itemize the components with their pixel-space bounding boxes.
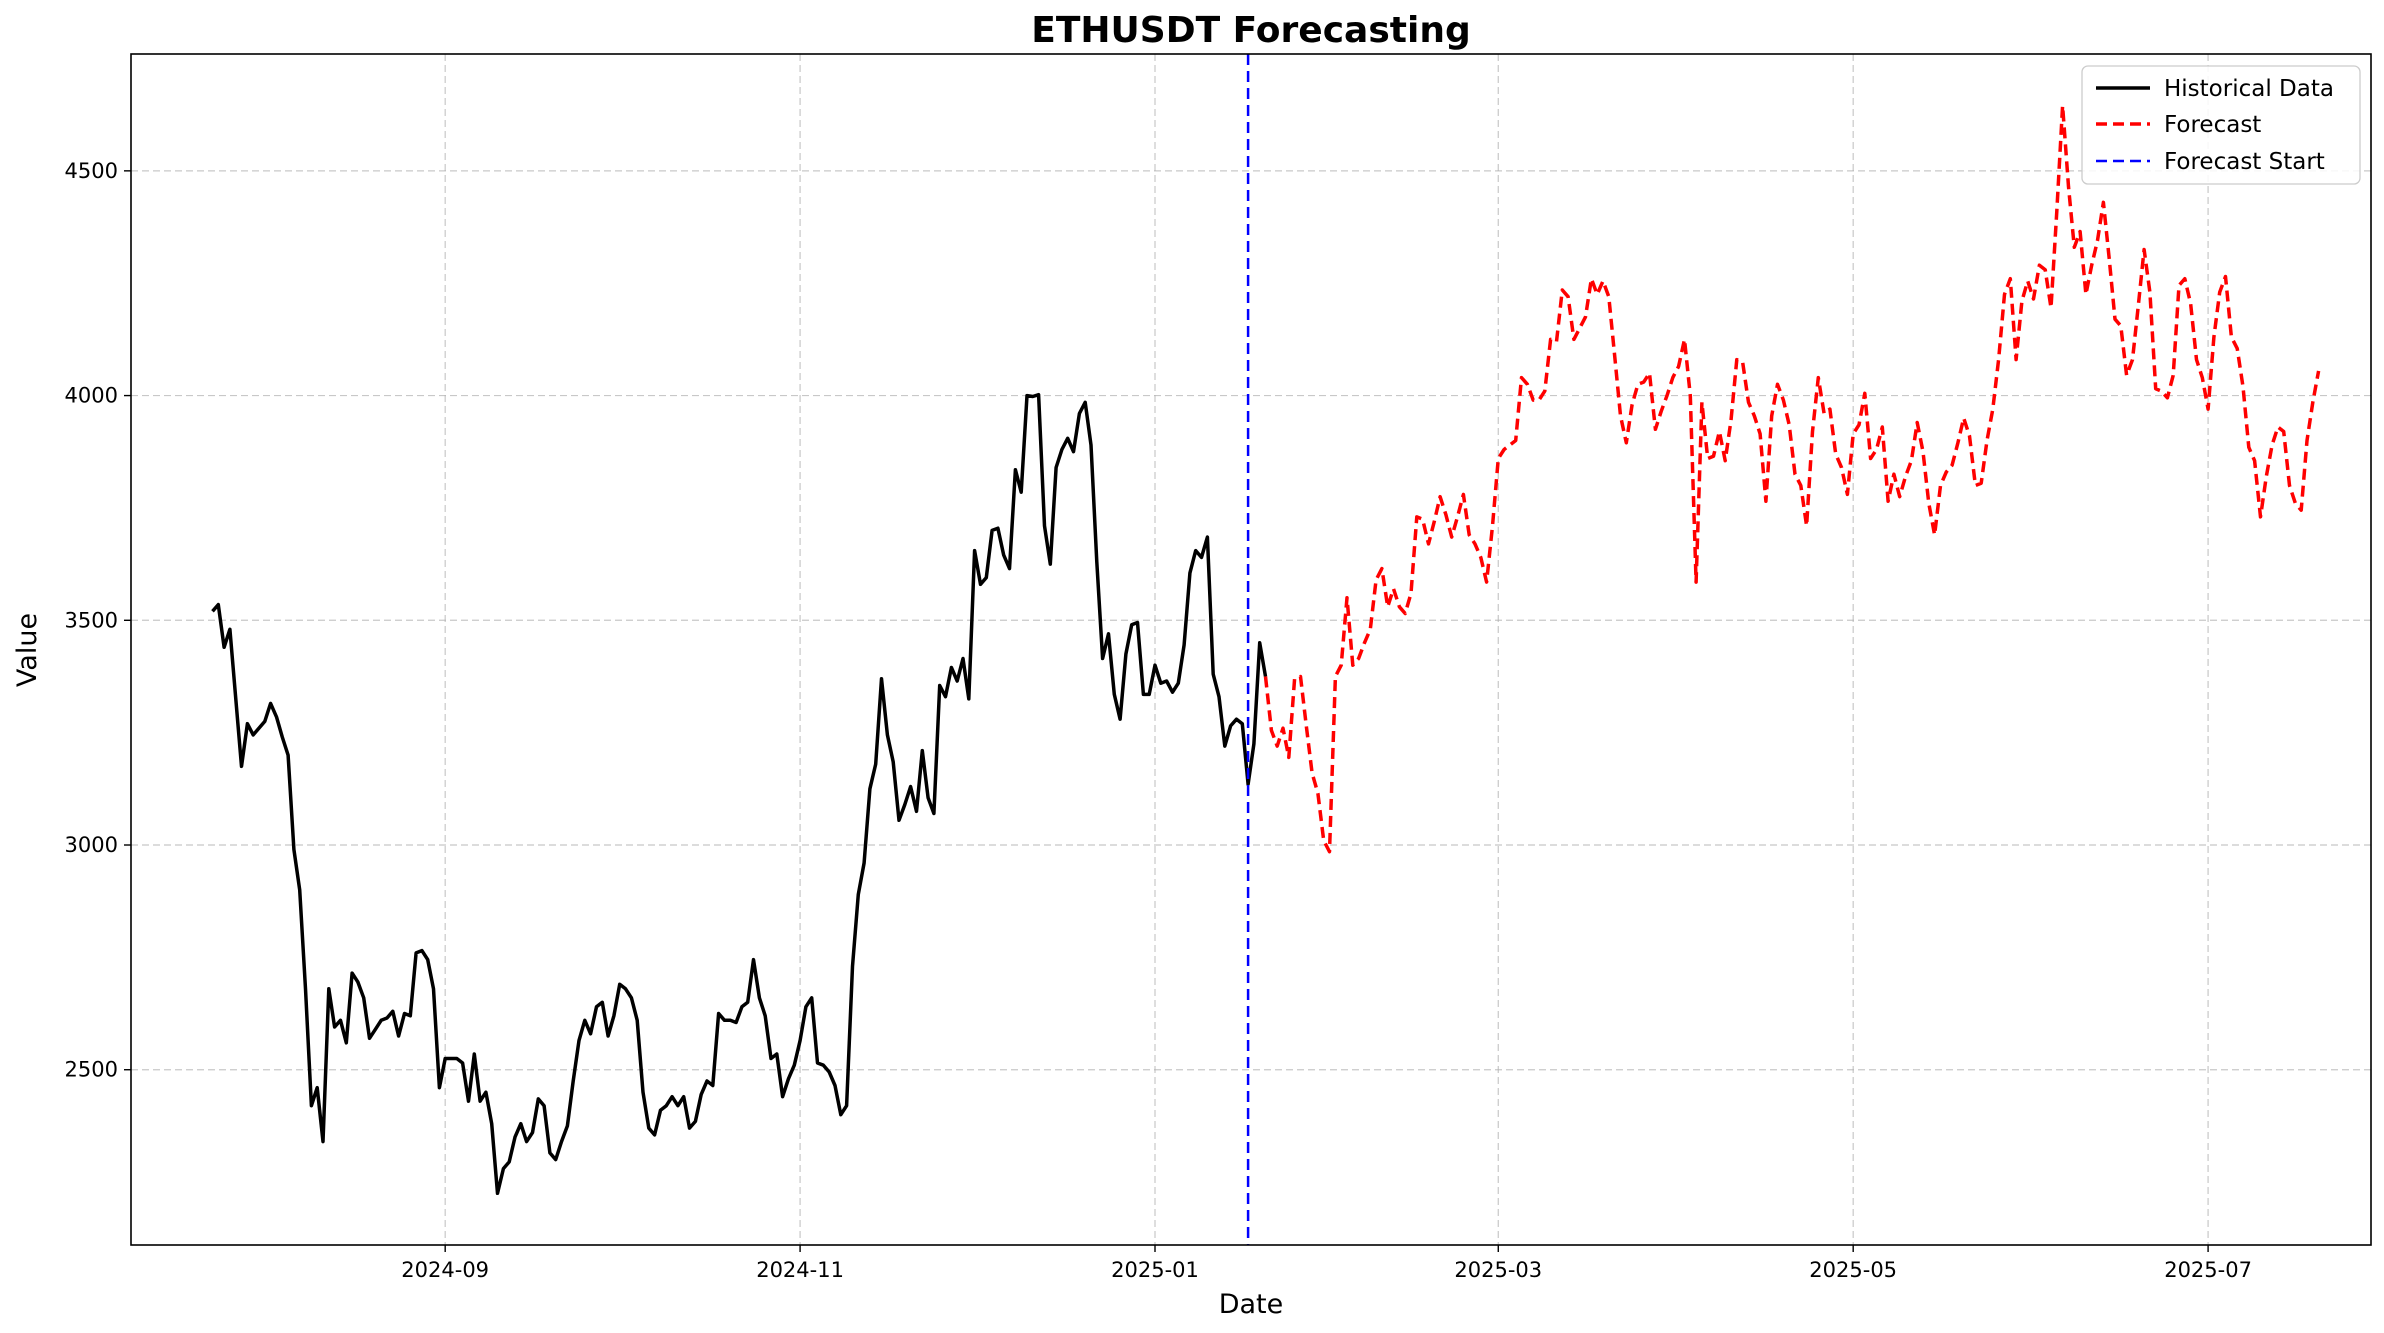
legend: Historical Data Forecast Forecast Start	[2081, 65, 2361, 185]
forecast-line	[1263, 103, 2321, 854]
series-layer	[211, 54, 2321, 1245]
y-tick-label: 4500	[65, 159, 118, 183]
x-tick-label: 2024-09	[401, 1258, 489, 1282]
x-tick-label: 2025-07	[2164, 1258, 2252, 1282]
x-axis-label: Date	[1219, 1289, 1284, 1320]
y-axis-label: Value	[12, 613, 43, 687]
legend-label-historical: Historical Data	[2164, 76, 2334, 102]
historical-data-line	[211, 392, 1268, 1196]
y-tick-label: 2500	[65, 1058, 118, 1082]
x-tick-label: 2025-05	[1809, 1258, 1897, 1282]
grid	[131, 54, 2371, 1245]
axis-ticks: 2024-09 2024-11 2025-01 2025-03 2025-05 2025-…	[65, 159, 2252, 1282]
x-tick-label: 2025-03	[1454, 1258, 1542, 1282]
legend-label-forecast: Forecast	[2164, 112, 2261, 138]
x-tick-label: 2024-11	[756, 1258, 844, 1282]
y-tick-label: 3500	[65, 608, 118, 632]
y-tick-label: 3000	[65, 833, 118, 857]
plot-area-frame	[130, 53, 2372, 1246]
x-tick-label: 2025-01	[1111, 1258, 1199, 1282]
legend-box	[2081, 65, 2361, 185]
chart-title: ETHUSDT Forecasting	[1031, 10, 1470, 51]
legend-label-forecast-start: Forecast Start	[2164, 149, 2325, 175]
y-tick-label: 4000	[65, 384, 118, 408]
